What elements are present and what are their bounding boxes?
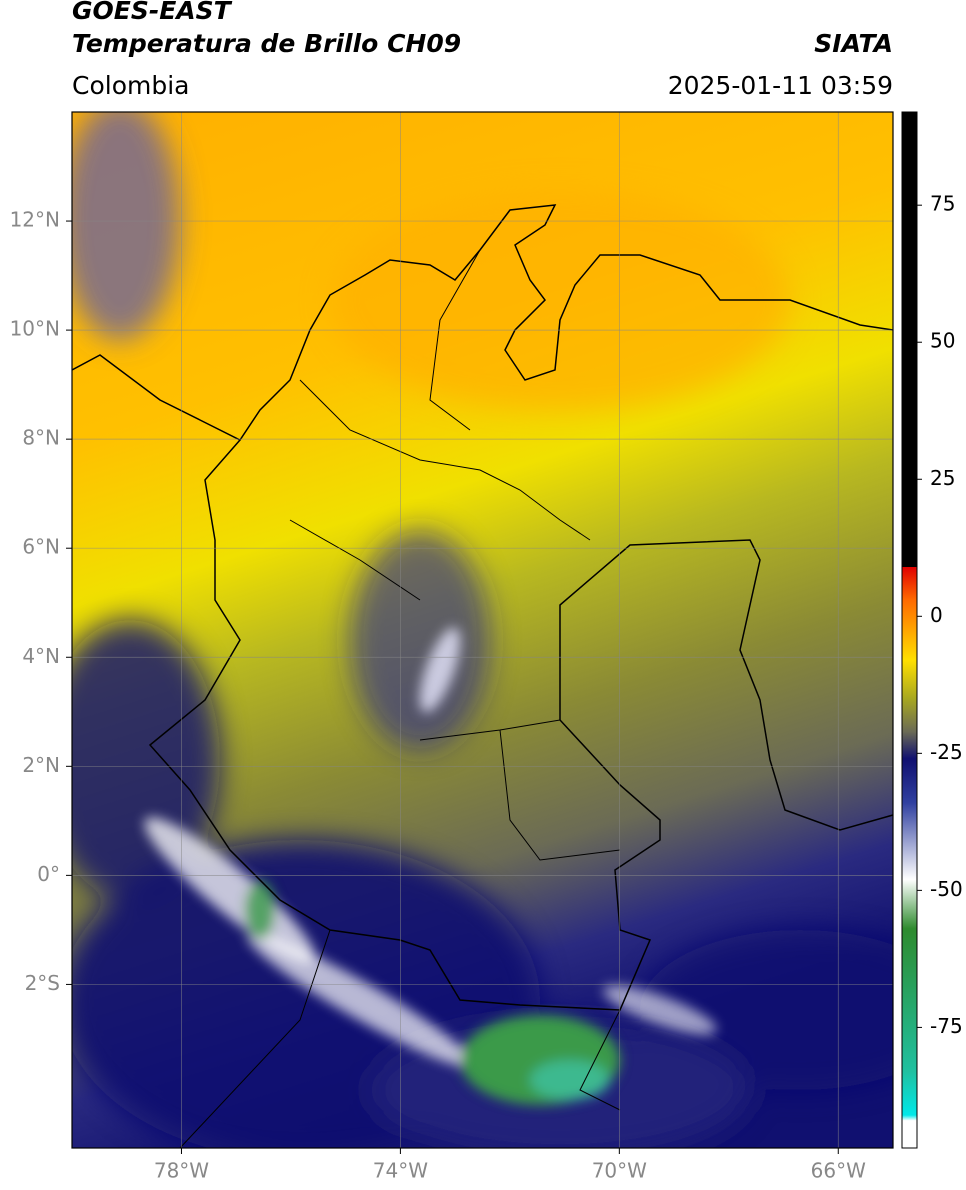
x-tick-label: 78°W xyxy=(154,1159,209,1183)
colorbar-tick-label: 25 xyxy=(930,466,955,490)
subtitle: Temperatura de Brillo CH09 xyxy=(72,29,461,58)
title: GOES-EAST xyxy=(72,0,233,25)
colorbar-tick-label: -50 xyxy=(930,877,963,901)
colorbar-tick-label: -75 xyxy=(930,1014,963,1038)
colorbar xyxy=(901,111,918,1149)
colorbar-tick-label: -25 xyxy=(930,740,963,764)
grid xyxy=(72,112,893,1148)
colorbar-tick-label: 0 xyxy=(930,603,943,627)
source: SIATA xyxy=(814,29,893,58)
y-tick-label: 12°N xyxy=(10,208,60,232)
x-tick-label: 66°W xyxy=(811,1159,866,1183)
colorbar-tick-label: 75 xyxy=(930,192,955,216)
plot-frame xyxy=(71,111,894,1149)
region: Colombia xyxy=(72,71,189,100)
x-tick-label: 74°W xyxy=(373,1159,428,1183)
y-tick-label: 8°N xyxy=(22,426,60,450)
colorbar-tick-label: 50 xyxy=(930,329,955,353)
satellite-image xyxy=(72,112,893,1148)
datetime: 2025-01-11 03:59 xyxy=(668,71,893,100)
x-tick-label: 70°W xyxy=(592,1159,647,1183)
y-tick-label: 6°N xyxy=(22,535,60,559)
y-tick-label: 4°N xyxy=(22,644,60,668)
y-tick-label: 10°N xyxy=(10,317,60,341)
y-tick-label: 0° xyxy=(37,862,60,886)
y-tick-label: 2°S xyxy=(25,971,60,995)
y-tick-label: 2°N xyxy=(22,753,60,777)
